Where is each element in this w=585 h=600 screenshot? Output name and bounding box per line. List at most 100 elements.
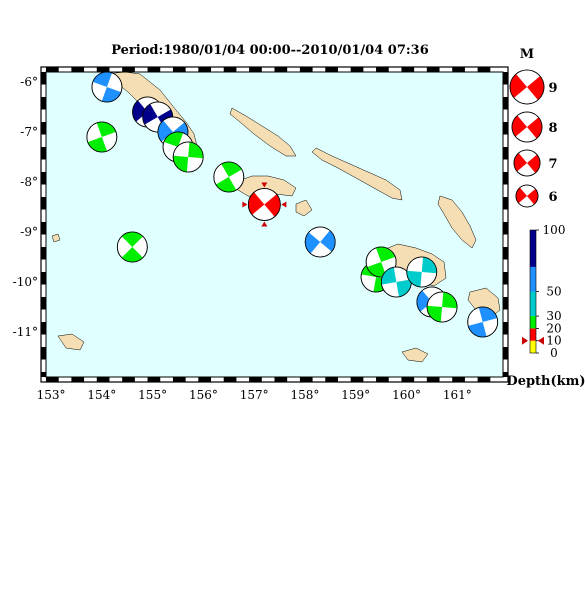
frame-segment	[147, 377, 161, 382]
lat-tick-label: -10°	[13, 275, 38, 289]
beachball-quadrant	[320, 230, 336, 252]
frame-segment	[41, 347, 46, 360]
map-title: Period:1980/01/04 00:00--2010/01/04 07:3…	[111, 43, 429, 58]
station-marker	[242, 201, 248, 208]
frame-segment	[503, 72, 508, 85]
beachball-quadrant	[381, 267, 397, 285]
focal-mechanism-event	[213, 161, 245, 193]
lat-tick-label: -9°	[20, 225, 38, 239]
beachball-quadrant	[121, 247, 143, 262]
depth-tick-label: 10	[546, 334, 561, 348]
beachball-quadrant	[92, 72, 113, 87]
malaita-island	[437, 195, 477, 249]
frame-segment	[426, 377, 440, 382]
beachball-quadrant	[87, 137, 107, 152]
woodlark-island	[57, 333, 85, 351]
beachball-rim	[365, 246, 397, 278]
frame-segment	[299, 67, 313, 72]
santa-isabel-island	[311, 147, 403, 201]
depth-band	[530, 316, 536, 329]
lat-tick-label: -6°	[20, 75, 38, 89]
frame-segment	[71, 377, 85, 382]
magnitude-legend-symbol	[515, 184, 539, 208]
frame-segment	[503, 97, 508, 110]
depth-band	[530, 340, 536, 353]
lon-tick-label: 154°	[87, 388, 116, 402]
frame-segment	[41, 147, 46, 160]
beachball-rim	[511, 111, 543, 143]
beachball-rim	[91, 71, 123, 103]
frame-segment	[172, 377, 186, 382]
mainshock-focal-mechanism	[247, 188, 281, 221]
frame-segment	[122, 67, 135, 72]
focal-mechanism-event	[172, 141, 204, 173]
small-islet-a	[51, 233, 61, 243]
beachball-quadrant	[264, 194, 281, 217]
frame-segment	[172, 67, 186, 72]
depth-band	[530, 230, 536, 267]
ocean-area	[46, 72, 503, 377]
depth-pointer-right	[538, 336, 544, 345]
beachball-quadrant	[527, 76, 544, 101]
frame-segment	[325, 67, 338, 72]
lon-tick-label: 161°	[443, 388, 472, 402]
beachball-quadrant	[121, 232, 143, 247]
frame-segment	[350, 377, 364, 382]
focal-mechanisms	[86, 71, 499, 338]
beachball-quadrant	[514, 153, 527, 172]
frame-segment	[426, 67, 440, 72]
frame-segment	[96, 377, 110, 382]
focal-mechanism-event	[304, 226, 336, 258]
frame-segment	[503, 372, 508, 377]
new-georgia-island	[235, 175, 297, 199]
station-marker	[261, 221, 268, 227]
frame-segment	[249, 67, 262, 72]
beachball-rim	[509, 69, 545, 105]
frame-segment	[41, 72, 46, 85]
axis-ticks: 153° 154° 155° 156° 157° 158° 159° 160° 161° -6° -…	[13, 75, 472, 402]
frame-segment	[350, 67, 364, 72]
beachball-quadrant	[173, 155, 189, 172]
frame-segment	[452, 67, 465, 72]
depth-pointer-left	[522, 336, 528, 345]
frame-segment	[41, 97, 46, 110]
focal-mechanism-event	[91, 71, 123, 103]
beachball-quadrant	[427, 305, 443, 322]
beachball-rim	[172, 141, 204, 173]
frame-segment	[503, 197, 508, 210]
beachball-quadrant	[188, 142, 204, 159]
beachball-rim	[116, 231, 148, 263]
frame-segment	[401, 67, 415, 72]
lon-tick-label: 157°	[240, 388, 269, 402]
frame-segment	[46, 67, 59, 72]
beachball-rim	[406, 256, 438, 288]
frame-segment	[41, 322, 46, 335]
lat-tick-label: -7°	[20, 125, 38, 139]
depth-scale-title: Depth(km)	[506, 374, 585, 389]
lon-tick-label: 160°	[392, 388, 421, 402]
depth-tick-label: 100	[543, 223, 566, 237]
beachball-quadrant	[367, 262, 387, 278]
magnitude-legend-label: 8	[548, 121, 557, 136]
beachball-rim	[86, 121, 118, 153]
magnitude-legend-label: 7	[548, 157, 557, 172]
lon-tick-label: 155°	[138, 388, 167, 402]
depth-tick-label: 50	[546, 285, 561, 299]
frame-segment	[198, 67, 212, 72]
focal-mechanism-event	[116, 231, 148, 263]
frame-segment	[376, 377, 389, 382]
frame-segment	[249, 377, 262, 382]
frame-segment	[41, 272, 46, 285]
depth-tick-label: 20	[546, 321, 561, 335]
frame-segment	[71, 67, 85, 72]
beachball-quadrant	[396, 279, 412, 297]
frame-segment	[452, 377, 465, 382]
lat-tick-label: -8°	[20, 175, 38, 189]
beachball-quadrant	[510, 73, 527, 98]
beachball-quadrant	[248, 192, 265, 215]
frame-segment	[477, 377, 491, 382]
beachball-quadrant	[406, 270, 422, 287]
station-marker	[261, 182, 268, 188]
